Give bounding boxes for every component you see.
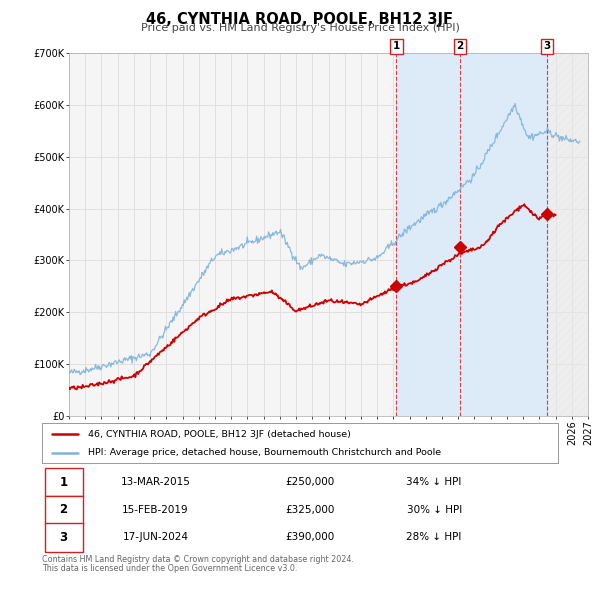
FancyBboxPatch shape	[44, 523, 83, 552]
Text: 3: 3	[59, 531, 68, 544]
Text: 13-MAR-2015: 13-MAR-2015	[121, 477, 190, 487]
Text: 15-FEB-2019: 15-FEB-2019	[122, 505, 189, 514]
Text: 3: 3	[543, 41, 550, 51]
Text: £325,000: £325,000	[286, 505, 335, 514]
Text: 28% ↓ HPI: 28% ↓ HPI	[406, 532, 462, 542]
Text: 46, CYNTHIA ROAD, POOLE, BH12 3JF (detached house): 46, CYNTHIA ROAD, POOLE, BH12 3JF (detac…	[88, 430, 352, 439]
Text: 34% ↓ HPI: 34% ↓ HPI	[406, 477, 462, 487]
Text: 17-JUN-2024: 17-JUN-2024	[122, 532, 188, 542]
Text: Price paid vs. HM Land Registry's House Price Index (HPI): Price paid vs. HM Land Registry's House …	[140, 23, 460, 33]
Text: This data is licensed under the Open Government Licence v3.0.: This data is licensed under the Open Gov…	[42, 564, 298, 573]
Text: Contains HM Land Registry data © Crown copyright and database right 2024.: Contains HM Land Registry data © Crown c…	[42, 555, 354, 563]
Text: 1: 1	[59, 476, 68, 489]
Bar	[397, 53, 547, 416]
Text: HPI: Average price, detached house, Bournemouth Christchurch and Poole: HPI: Average price, detached house, Bour…	[88, 448, 442, 457]
Bar	[547, 53, 588, 416]
Text: £390,000: £390,000	[286, 532, 335, 542]
Text: £250,000: £250,000	[286, 477, 335, 487]
FancyBboxPatch shape	[44, 496, 83, 524]
Bar	[397, 53, 547, 416]
Text: 2: 2	[59, 503, 68, 516]
FancyBboxPatch shape	[44, 468, 83, 496]
Text: 1: 1	[393, 41, 400, 51]
Text: 2: 2	[457, 41, 464, 51]
Text: 30% ↓ HPI: 30% ↓ HPI	[407, 505, 462, 514]
Text: 46, CYNTHIA ROAD, POOLE, BH12 3JF: 46, CYNTHIA ROAD, POOLE, BH12 3JF	[146, 12, 454, 27]
